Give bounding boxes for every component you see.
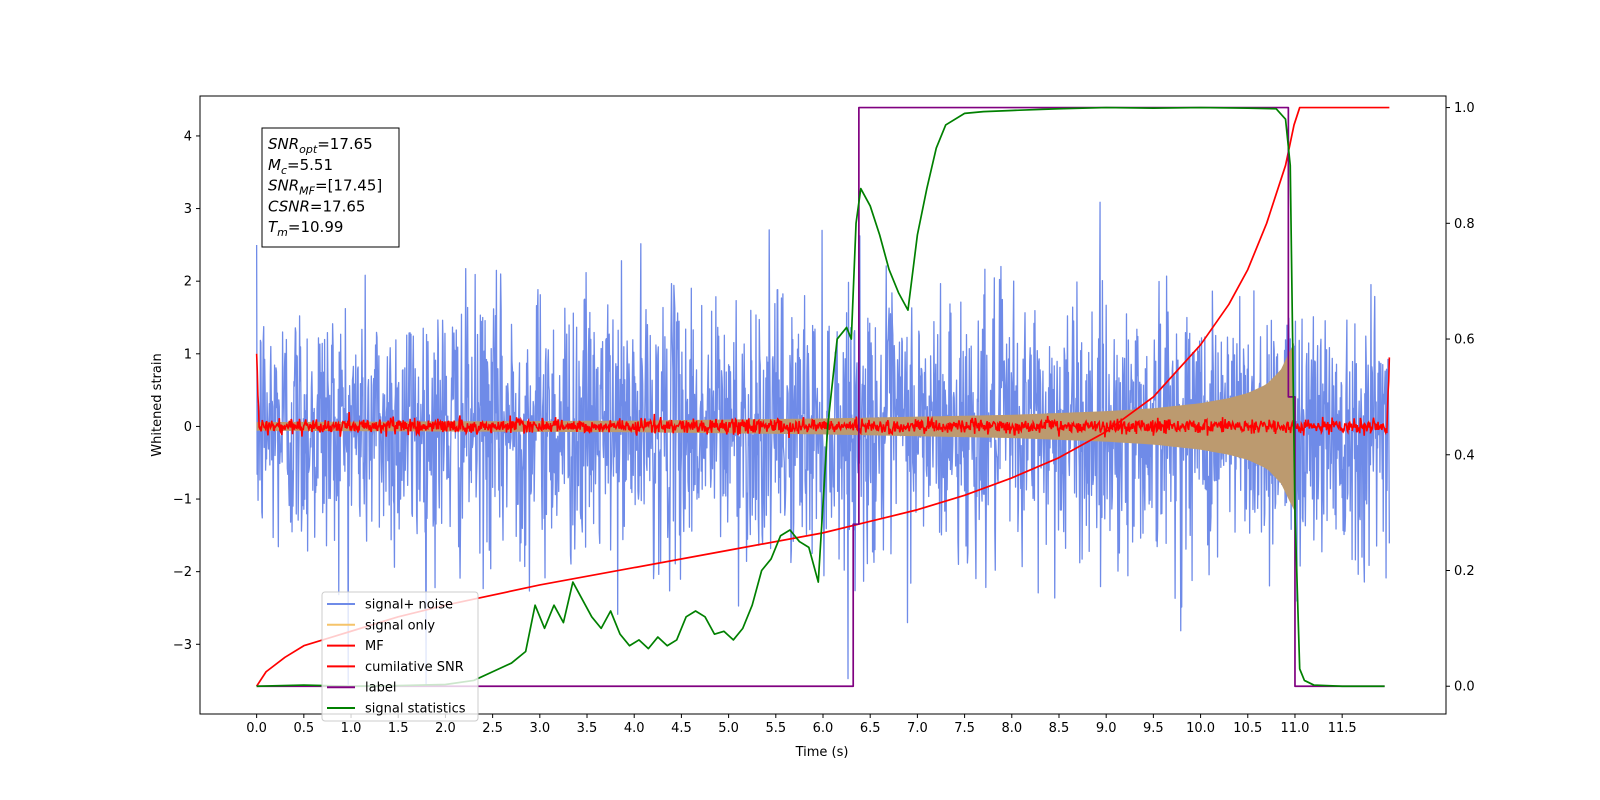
y-tick-label: 1 <box>184 347 192 362</box>
info-subscript: c <box>281 164 287 177</box>
x-tick-label: 0.5 <box>293 721 314 736</box>
y2-tick-label: 0.4 <box>1454 448 1475 463</box>
y2-tick-label: 0.6 <box>1454 333 1475 348</box>
legend-label-label: label <box>365 681 396 696</box>
x-tick-label: 3.5 <box>577 721 598 736</box>
legend-label-signal-noise: signal+ noise <box>365 598 453 613</box>
x-tick-label: 5.5 <box>765 721 786 736</box>
series-layer <box>255 106 1391 688</box>
series-signal-statistics <box>256 106 1385 688</box>
info-box: SNRopt=17.65Mc=5.51SNRMF=[17.45]CSNR=17.… <box>261 127 400 248</box>
x-tick-label: 9.5 <box>1143 721 1164 736</box>
y-tick-label: −1 <box>173 493 192 508</box>
legend-frame <box>321 591 479 722</box>
info-line: SNRopt=17.65 <box>268 135 373 156</box>
legend: signal+ noise signal only MF cumilative SNR… <box>321 591 479 722</box>
legend-label-signal-statistics: signal statistics <box>365 702 466 717</box>
info-subscript: MF <box>299 185 315 198</box>
y2-tick-label: 1.0 <box>1454 101 1475 116</box>
y-tick-label: −2 <box>173 565 192 580</box>
legend-label-signal-only: signal only <box>365 618 435 633</box>
info-value: =5.51 <box>287 156 333 174</box>
x-tick-label: 4.5 <box>671 721 692 736</box>
x-tick-label: 2.5 <box>482 721 503 736</box>
series-mf <box>255 353 1391 438</box>
x-tick-label: 8.5 <box>1049 721 1070 736</box>
x-tick-label: 9.0 <box>1096 721 1117 736</box>
y-axis-label: Whitened strain <box>150 353 165 456</box>
info-value: =17.65 <box>317 135 373 153</box>
x-tick-label: 1.5 <box>388 721 409 736</box>
x-tick-label: 3.0 <box>529 721 550 736</box>
y2-tick-label: 0.0 <box>1454 680 1475 695</box>
info-symbol: T <box>268 218 279 236</box>
info-line: Tm=10.99 <box>268 218 343 239</box>
info-line: CSNR=17.65 <box>268 197 365 215</box>
series-signal-noise <box>255 201 1391 685</box>
x-tick-label: 1.0 <box>341 721 362 736</box>
info-subscript: opt <box>299 143 318 156</box>
y2-tick-label: 0.2 <box>1454 564 1475 579</box>
y-tick-label: −3 <box>173 638 192 653</box>
x-tick-label: 8.0 <box>1001 721 1022 736</box>
info-symbol: M <box>268 156 281 174</box>
y-tick-label: 4 <box>184 129 192 144</box>
info-symbol: CSNR <box>268 197 310 215</box>
x-tick-label: 0.0 <box>246 721 267 736</box>
x-tick-label: 7.5 <box>954 721 975 736</box>
x-tick-label: 6.5 <box>860 721 881 736</box>
x-tick-label: 4.0 <box>624 721 645 736</box>
info-symbol: SNR <box>268 135 299 153</box>
y-tick-label: 0 <box>184 420 192 435</box>
x-axis-label: Time (s) <box>795 745 849 760</box>
info-line: Mc=5.51 <box>268 156 333 177</box>
x-tick-label: 2.0 <box>435 721 456 736</box>
legend-label-cumilative-snr: cumilative SNR <box>365 660 464 675</box>
x-tick-label: 10.0 <box>1186 721 1215 736</box>
info-value: =10.99 <box>288 218 344 236</box>
info-symbol: SNR <box>268 177 299 195</box>
axes-layer: 0.0 0.5 1.0 1.5 2.0 2.5 3.0 3.5 4.0 4.5 5.0 5.5 6.0 6… <box>173 101 1475 736</box>
y-tick-label: 2 <box>184 275 192 290</box>
info-value: =17.65 <box>310 197 366 215</box>
info-line: SNRMF=[17.45] <box>268 177 382 198</box>
y2-tick-label: 0.8 <box>1454 217 1475 232</box>
x-tick-label: 7.0 <box>907 721 928 736</box>
x-tick-label: 6.0 <box>813 721 834 736</box>
info-box-frame <box>261 127 400 248</box>
x-tick-label: 11.0 <box>1280 721 1309 736</box>
info-value: =[17.45] <box>315 177 382 195</box>
y-tick-label: 3 <box>184 202 192 217</box>
x-tick-label: 11.5 <box>1328 721 1357 736</box>
x-tick-label: 5.0 <box>718 721 739 736</box>
legend-label-mf: MF <box>365 639 384 654</box>
x-tick-label: 10.5 <box>1233 721 1262 736</box>
info-subscript: m <box>277 226 288 239</box>
